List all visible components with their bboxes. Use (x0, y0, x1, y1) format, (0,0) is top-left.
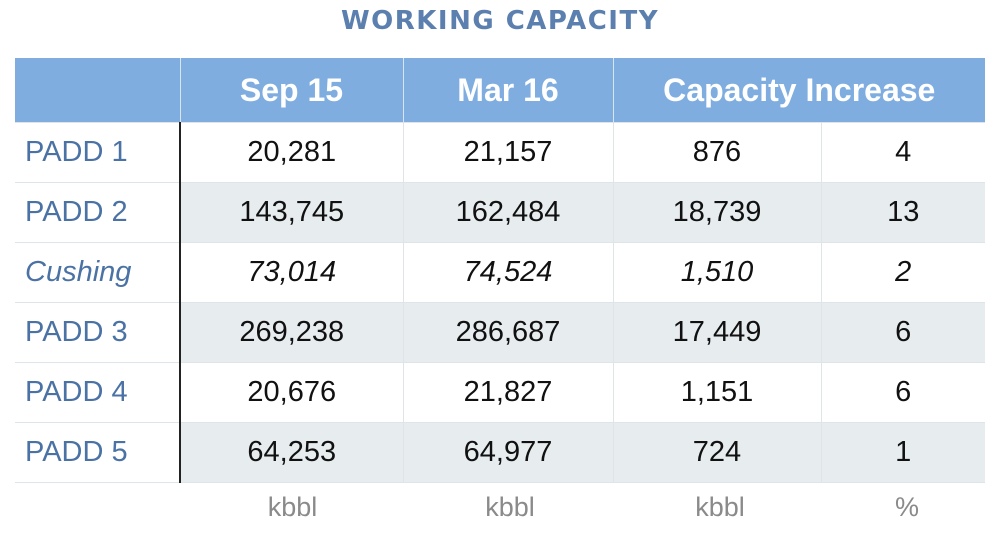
table-row: PADD 4 20,676 21,827 1,151 6 (15, 362, 985, 423)
row-label: PADD 4 (15, 362, 181, 423)
cell-value: 1,151 (612, 362, 821, 423)
cell-value: 876 (612, 122, 821, 183)
cell-value: 162,484 (402, 182, 613, 243)
cell-value: 1 (820, 422, 985, 483)
cell-value: 6 (820, 302, 985, 363)
column-header-sep-15: Sep 15 (179, 58, 403, 123)
cell-value: 20,676 (180, 362, 403, 423)
unit-label-percent: % (894, 492, 919, 522)
cell-value: 143,745 (180, 182, 403, 243)
cell-value: 73,014 (180, 242, 403, 303)
cell-value: 724 (612, 422, 821, 483)
column-header-mar-16: Mar 16 (402, 58, 613, 123)
cell-value: 286,687 (402, 302, 613, 363)
table-title: WORKING CAPACITY (340, 6, 660, 36)
header-row: Sep 15 Mar 16 Capacity Increase (15, 58, 985, 123)
row-label: PADD 5 (15, 422, 181, 483)
cell-value: 13 (820, 182, 985, 243)
cell-value: 20,281 (180, 122, 403, 183)
cell-value: 64,253 (180, 422, 403, 483)
table-row: PADD 3 269,238 286,687 17,449 6 (15, 302, 985, 363)
row-label: Cushing (15, 242, 181, 303)
row-label: PADD 3 (15, 302, 181, 363)
cell-value: 21,157 (402, 122, 613, 183)
cell-value: 18,739 (612, 182, 821, 243)
cell-value: 6 (820, 362, 985, 423)
capacity-table: Sep 15 Mar 16 Capacity Increase PADD 1 2… (15, 58, 985, 483)
cell-value: 4 (820, 122, 985, 183)
cell-value: 17,449 (612, 302, 821, 363)
cell-value: 64,977 (402, 422, 613, 483)
unit-label-sep-15: kbbl (267, 492, 318, 522)
cell-value: 2 (820, 242, 985, 303)
table-row: PADD 5 64,253 64,977 724 1 (15, 422, 985, 483)
unit-label-increase: kbbl (695, 492, 745, 522)
header-corner (15, 58, 180, 123)
table-row: PADD 1 20,281 21,157 876 4 (15, 122, 985, 183)
cell-value: 74,524 (402, 242, 613, 303)
row-label: PADD 1 (15, 122, 181, 183)
unit-label-mar-16: kbbl (485, 492, 535, 522)
column-header-capacity-increase: Capacity Increase (612, 58, 985, 123)
table-row: PADD 2 143,745 162,484 18,739 13 (15, 182, 985, 243)
row-label: PADD 2 (15, 182, 181, 243)
cell-value: 21,827 (402, 362, 613, 423)
cell-value: 1,510 (612, 242, 821, 303)
table-row: Cushing 73,014 74,524 1,510 2 (15, 242, 985, 303)
cell-value: 269,238 (180, 302, 403, 363)
